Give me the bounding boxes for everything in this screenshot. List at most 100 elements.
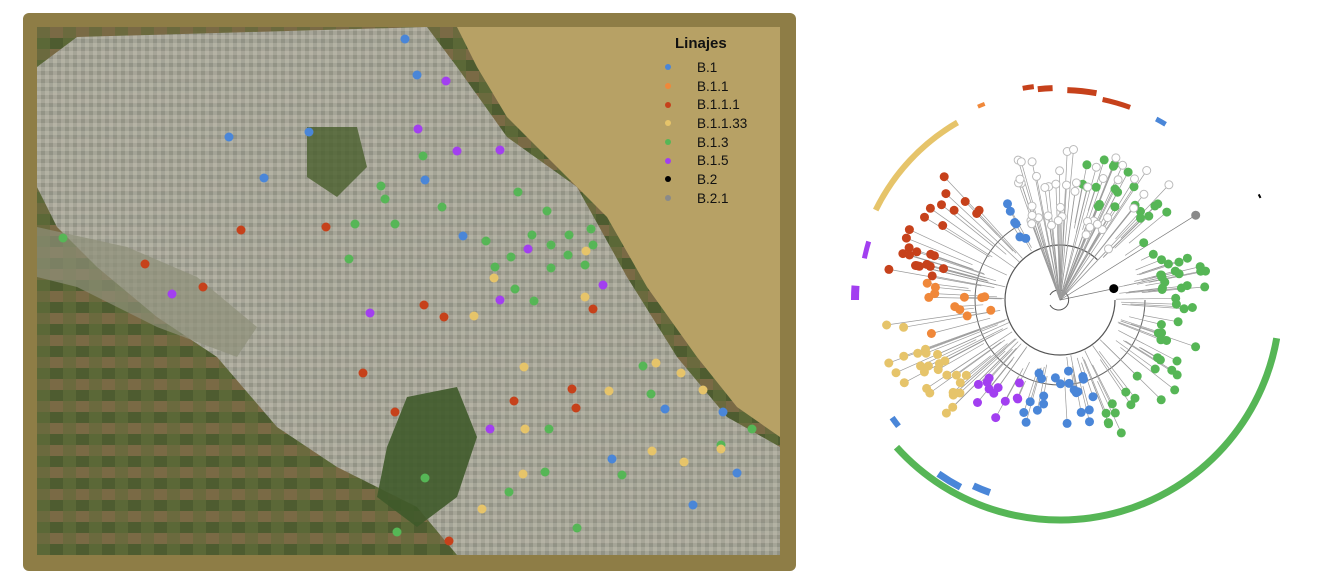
tree-tip-unlabeled[interactable] [1053, 216, 1063, 226]
tree-tip-unlabeled[interactable] [1083, 182, 1093, 192]
tree-tip[interactable] [1191, 210, 1201, 220]
tree-tip[interactable] [986, 305, 996, 315]
tree-tip[interactable] [1015, 232, 1025, 242]
tree-tip[interactable] [1079, 374, 1088, 384]
tree-tip[interactable] [959, 292, 969, 302]
tree-tip[interactable] [901, 233, 911, 243]
tree-tip[interactable] [941, 189, 951, 199]
tree-tip[interactable] [904, 225, 914, 235]
tree-tip[interactable] [924, 292, 934, 302]
sample-point[interactable] [390, 407, 400, 417]
sample-point[interactable] [718, 407, 728, 417]
sample-point[interactable] [418, 151, 428, 161]
sample-point[interactable] [506, 252, 516, 262]
tree-tip[interactable] [1032, 405, 1042, 415]
tree-tip-unlabeled[interactable] [1040, 183, 1050, 192]
tree-tip[interactable] [955, 305, 965, 315]
sample-point[interactable] [529, 296, 539, 306]
tree-tip[interactable] [891, 368, 901, 378]
tree-tip[interactable] [1025, 397, 1035, 407]
tree-tip-unlabeled[interactable] [1043, 211, 1053, 221]
tree-tip[interactable] [1064, 366, 1073, 376]
tree-tip-unlabeled[interactable] [1015, 174, 1025, 184]
sample-point[interactable] [452, 146, 462, 156]
sample-point[interactable] [688, 500, 698, 510]
tree-tip[interactable] [1110, 202, 1120, 212]
tree-tip-unlabeled[interactable] [1118, 160, 1128, 170]
sample-point[interactable] [523, 244, 533, 254]
sample-point[interactable] [581, 246, 591, 256]
tree-tip-unlabeled[interactable] [1130, 174, 1139, 184]
tree-tip[interactable] [934, 359, 944, 369]
phylogenetic-tree[interactable] [820, 60, 1280, 540]
tree-tip[interactable] [1157, 255, 1166, 265]
tree-tip-unlabeled[interactable] [1111, 153, 1121, 163]
tree-tip[interactable] [1179, 304, 1189, 314]
sample-point[interactable] [646, 389, 656, 399]
tree-tip[interactable] [1062, 418, 1072, 428]
sample-point[interactable] [495, 295, 505, 305]
sample-point[interactable] [419, 300, 429, 310]
sample-point[interactable] [716, 444, 726, 454]
sample-point[interactable] [469, 311, 479, 321]
sample-point[interactable] [477, 504, 487, 514]
sample-point[interactable] [444, 536, 454, 546]
tree-tip[interactable] [1130, 393, 1140, 403]
tree-tip-unlabeled[interactable] [1055, 166, 1065, 176]
tree-tip[interactable] [1153, 199, 1163, 209]
sample-point[interactable] [167, 289, 177, 299]
sample-point[interactable] [198, 282, 208, 292]
tree-tip[interactable] [938, 221, 948, 230]
sample-point[interactable] [604, 386, 614, 396]
tree-tip[interactable] [933, 349, 942, 359]
tree-tip[interactable] [905, 250, 914, 260]
sample-point[interactable] [350, 219, 360, 229]
tree-tip[interactable] [1099, 155, 1109, 165]
tree-tip[interactable] [1158, 283, 1167, 293]
sample-point[interactable] [544, 424, 554, 434]
tree-tip[interactable] [926, 329, 936, 338]
tree-tip-unlabeled[interactable] [1139, 189, 1149, 199]
tree-tip[interactable] [1150, 364, 1160, 374]
tree-tip[interactable] [984, 373, 994, 383]
tree-tip-unlabeled[interactable] [1032, 171, 1041, 181]
sample-point[interactable] [540, 467, 550, 477]
tree-tip-unlabeled[interactable] [1129, 203, 1139, 213]
tree-tip[interactable] [1069, 385, 1079, 395]
sample-point[interactable] [58, 233, 68, 243]
tree-tip[interactable] [1019, 408, 1029, 417]
tree-tip[interactable] [1050, 373, 1060, 383]
tree-tip[interactable] [1101, 408, 1111, 418]
tree-tip[interactable] [1173, 317, 1183, 327]
sample-point[interactable] [439, 312, 449, 322]
tree-tip[interactable] [1121, 387, 1131, 397]
satellite-map[interactable] [37, 27, 780, 555]
tree-tip[interactable] [1003, 199, 1012, 209]
tree-tip[interactable] [973, 398, 982, 407]
tree-tip[interactable] [948, 387, 958, 397]
tree-tip[interactable] [1156, 335, 1166, 345]
tree-tip[interactable] [1110, 408, 1120, 418]
sample-point[interactable] [546, 240, 556, 250]
tree-tip-unlabeled[interactable] [1103, 213, 1113, 223]
tree-tip[interactable] [1162, 207, 1172, 217]
tree-tip[interactable] [948, 402, 958, 412]
tree-tip[interactable] [939, 264, 948, 274]
tree-tip[interactable] [1170, 385, 1180, 395]
tree-tip[interactable] [1156, 395, 1166, 405]
tree-tip[interactable] [1000, 396, 1010, 406]
tree-tip-unlabeled[interactable] [1051, 179, 1061, 189]
tree-tip-unlabeled[interactable] [1104, 244, 1113, 254]
tree-tip[interactable] [1176, 283, 1186, 293]
sample-point[interactable] [732, 468, 742, 478]
sample-point[interactable] [564, 230, 574, 240]
tree-tip[interactable] [972, 209, 982, 218]
tree-tip[interactable] [955, 378, 965, 388]
sample-point[interactable] [607, 454, 617, 464]
tree-tip-unlabeled[interactable] [1027, 201, 1037, 211]
tree-tip-unlabeled[interactable] [1085, 222, 1095, 232]
sample-point[interactable] [638, 361, 648, 371]
sample-point[interactable] [504, 487, 514, 497]
tree-tip-unlabeled[interactable] [1098, 174, 1108, 183]
sample-point[interactable] [420, 473, 430, 483]
